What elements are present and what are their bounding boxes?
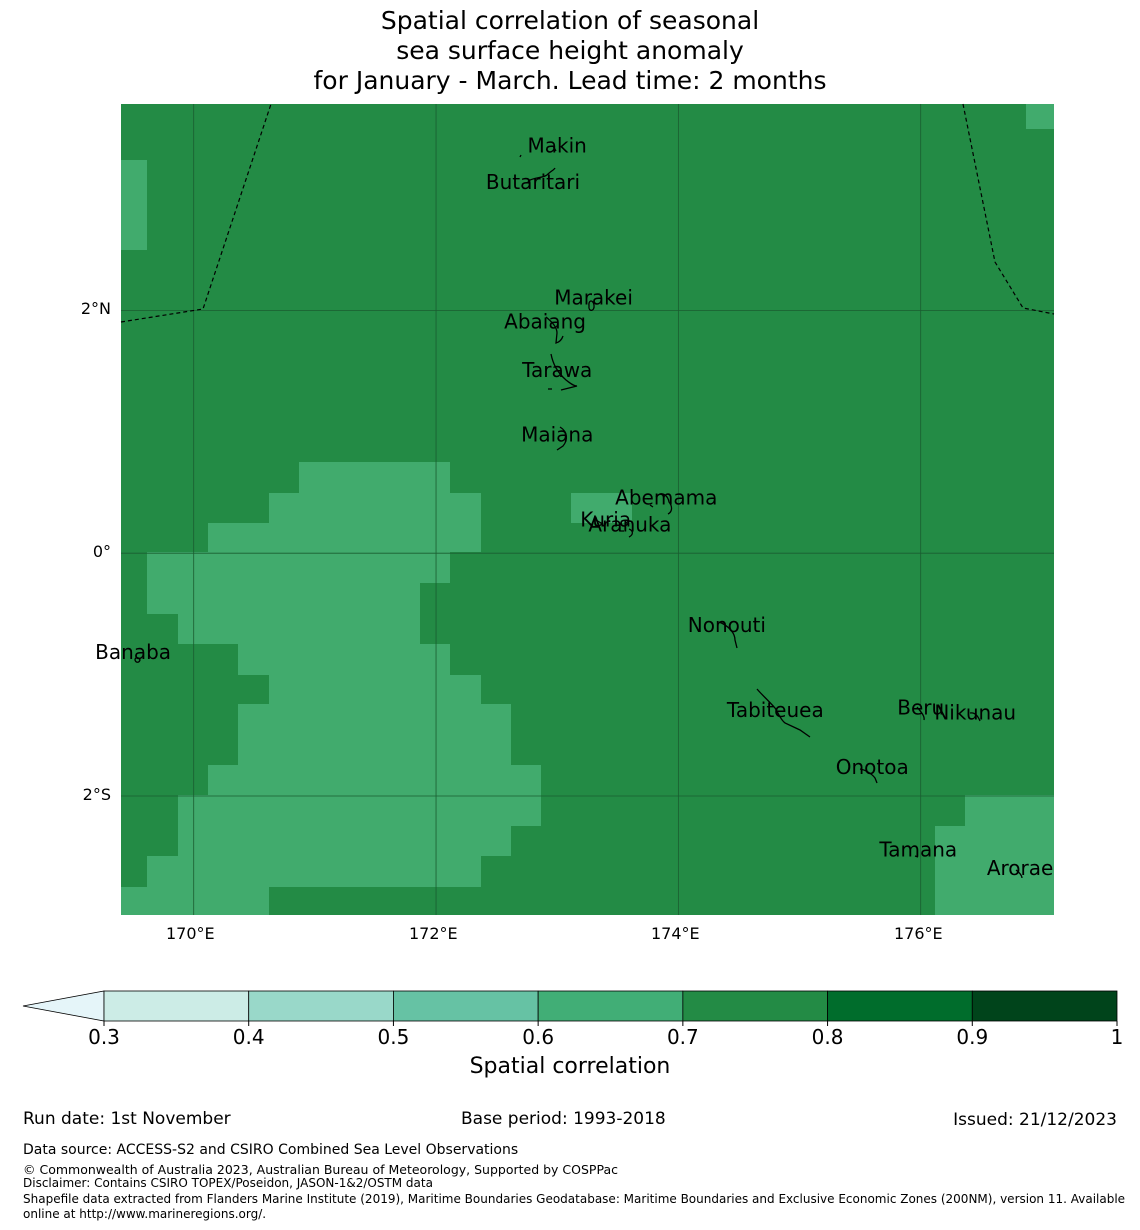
island-label-tamana: Tamana — [878, 838, 957, 862]
field-0.6-0.7-region — [121, 160, 147, 250]
island-outline-makin — [519, 145, 557, 158]
island-outline-arorae — [1015, 869, 1023, 879]
colorbar-swatch — [537, 990, 684, 1022]
island-label-beru: Beru — [897, 696, 944, 720]
lat-tick-0: 0° — [92, 542, 111, 561]
lon-tick-174e: 174°E — [651, 924, 700, 943]
island-outline-abemama — [649, 493, 673, 515]
island-label-tarawa: Tarawa — [521, 358, 592, 382]
lat-tick-2s: 2°S — [82, 785, 111, 804]
colorbar-swatch — [827, 990, 973, 1022]
island-label-onotoa: Onotoa — [836, 755, 909, 779]
title-line-1: Spatial correlation of seasonal — [380, 6, 760, 35]
island-outline-kuria — [595, 519, 606, 528]
lon-tick-176e: 176°E — [894, 924, 943, 943]
island-outline-maiana — [556, 426, 568, 451]
island-label-makin: Makin — [528, 134, 587, 158]
colorbar-tick-label: 0.6 — [522, 1025, 554, 1049]
colorbar-tick-label: 0.8 — [812, 1025, 844, 1049]
island-outline-tamana — [914, 855, 919, 858]
island-outline-tabiteuea — [756, 688, 811, 738]
colorbar-tick-label: 0.5 — [378, 1025, 410, 1049]
chart-title: Spatial correlation of seasonal sea surf… — [0, 6, 1140, 96]
island-label-abemama: Abemama — [615, 486, 717, 510]
island-outlines — [134, 145, 1023, 879]
island-outline-abaiang — [545, 316, 564, 344]
island-outline-tarawa — [548, 353, 578, 391]
title-line-2: sea surface height anomaly — [396, 36, 744, 65]
island-outline-nikunau — [969, 712, 981, 722]
island-outline-beru — [916, 706, 925, 721]
island-label-banaba: Banaba — [95, 640, 171, 664]
shapefile-credit-1: Shapefile data extracted from Flanders M… — [23, 1192, 1126, 1206]
colorbar-swatch — [971, 990, 1118, 1022]
issued-date: Issued: 21/12/2023 — [953, 1110, 1117, 1130]
colorbar-swatch — [682, 990, 828, 1022]
colorbar-swatch — [103, 990, 250, 1022]
run-date: Run date: 1st November — [23, 1109, 231, 1129]
island-label-arorae: Arorae — [987, 856, 1053, 880]
island-label-marakei: Marakei — [554, 285, 633, 309]
lon-tick-170e: 170°E — [166, 924, 215, 943]
colorbar-tick-label: 0.7 — [667, 1025, 699, 1049]
island-outline-onotoa — [859, 768, 878, 784]
colorbar-title: Spatial correlation — [469, 1054, 671, 1079]
copyright: © Commonwealth of Australia 2023, Austra… — [23, 1162, 618, 1177]
island-outline-butaritari — [527, 167, 556, 186]
base-period: Base period: 1993-2018 — [461, 1109, 666, 1129]
field-0.6-0.7-region — [1026, 104, 1054, 129]
island-outline-banaba — [134, 657, 141, 663]
island-label-butaritari: Butaritari — [486, 170, 580, 194]
eez-boundary-east — [962, 103, 1055, 315]
island-label-nonouti: Nonouti — [688, 613, 766, 637]
island-outline-aranuka — [620, 528, 634, 538]
island-label-nikunau: Nikunau — [934, 701, 1016, 725]
island-label-abaiang: Abaiang — [504, 310, 586, 334]
colorbar-tick-label: 0.9 — [956, 1025, 988, 1049]
colorbar-tick-label: 0.3 — [88, 1025, 120, 1049]
disclaimer: Disclaimer: Contains CSIRO TOPEX/Poseido… — [23, 1176, 433, 1190]
lon-tick-172e: 172°E — [409, 924, 458, 943]
island-outline-nonouti — [718, 621, 738, 649]
data-source: Data source: ACCESS-S2 and CSIRO Combine… — [23, 1142, 519, 1158]
eez-boundaries — [120, 103, 1055, 323]
colorbar: 0.3 0.4 0.5 0.6 0.7 0.8 0.9 1 — [22, 990, 1124, 1049]
island-label-tabiteuea: Tabiteuea — [726, 698, 824, 722]
colorbar-tick-label: 1 — [1111, 1025, 1124, 1049]
colorbar-extend-arrow — [22, 990, 105, 1022]
map-gridlines — [121, 104, 1054, 915]
title-line-3: for January - March. Lead time: 2 months — [313, 66, 827, 95]
island-label-maiana: Maiana — [521, 423, 593, 447]
lat-tick-2n: 2°N — [80, 299, 111, 318]
island-label-aranuka: Aranuka — [588, 512, 671, 536]
colorbar-tick-label: 0.4 — [233, 1025, 265, 1049]
island-label-kuria: Kuria — [580, 507, 631, 531]
colorbar-swatch — [248, 990, 394, 1022]
eez-boundary-west — [120, 103, 272, 323]
shapefile-credit-2: online at http://www.marineregions.org/. — [23, 1207, 267, 1221]
field-0.6-0.7-region — [571, 493, 632, 523]
colorbar-swatch — [393, 990, 539, 1022]
island-outline-marakei — [588, 300, 595, 312]
correlation-grid — [121, 104, 1054, 915]
field-0.6-0.7-region — [935, 795, 1054, 915]
